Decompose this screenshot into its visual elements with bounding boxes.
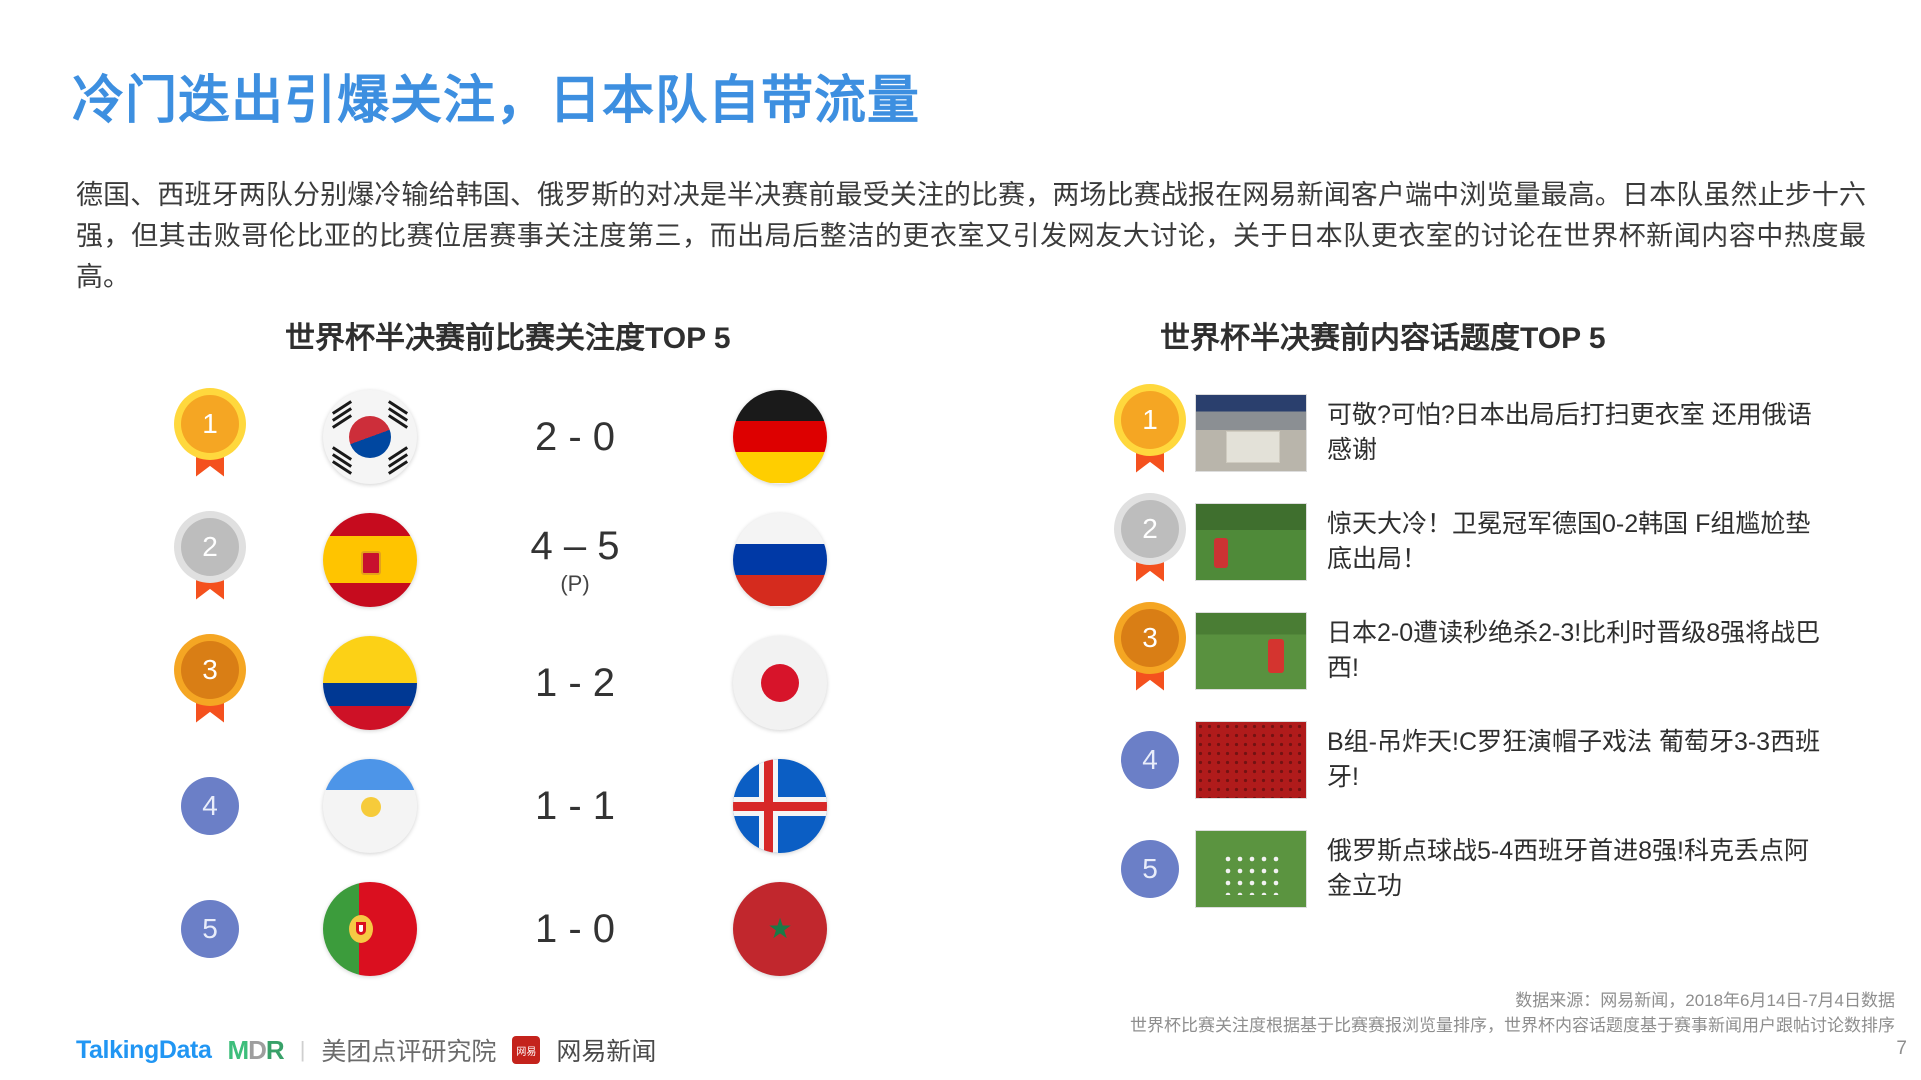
match-rank: 5 <box>150 899 270 958</box>
match-score: 4 – 5 (P) <box>470 523 680 596</box>
table-row: 5 1 - 0 ★ <box>150 867 910 990</box>
medal-number: 1 <box>1121 390 1179 449</box>
topic-rank: 1 <box>1105 390 1195 475</box>
logo-bar: TalkingData MDR | 美团点评研究院 网易 网易新闻 <box>76 1032 656 1068</box>
away-team <box>680 758 880 853</box>
flag-icon-pt <box>323 881 417 976</box>
topic-headline: 俄罗斯点球战5-4西班牙首进8强!科克丢点阿金立功 <box>1327 836 1809 900</box>
away-team: ★ <box>680 881 880 976</box>
flag-icon-is <box>733 758 827 853</box>
score-note: (P) <box>560 570 590 596</box>
home-team <box>270 512 470 607</box>
rank-badge-5: 5 <box>181 899 239 958</box>
list-item[interactable]: 1 可敬?可怕?日本出局后打扫更衣室 还用俄语感谢 <box>1105 378 1905 487</box>
table-row: 2 4 – 5 (P) <box>150 498 910 621</box>
meituan-research-logo: 美团点评研究院 <box>321 1038 497 1066</box>
match-score: 1 - 1 <box>534 783 616 828</box>
left-section-heading: 世界杯半决赛前比赛关注度TOP 5 <box>285 322 731 355</box>
rank-badge-3: 3 <box>181 640 239 725</box>
home-team <box>270 635 470 730</box>
source-line-1: 数据来源：网易新闻，2018年6月14日-7月4日数据 <box>1515 991 1895 1010</box>
topic-headline: 可敬?可怕?日本出局后打扫更衣室 还用俄语感谢 <box>1327 400 1812 464</box>
talkingdata-logo: TalkingData <box>76 1035 212 1064</box>
flag-icon-es <box>323 512 417 607</box>
match-ranking-list: 1 2 - 0 2 4 – 5 (P) 3 1 - 2 4 1 - 1 5 1 - 0 ★ <box>150 375 910 990</box>
match-score: 1 - 2 <box>534 660 616 705</box>
topic-rank: 2 <box>1105 499 1195 584</box>
flag-icon-ru <box>733 512 827 607</box>
page-number: 7 <box>1896 1038 1907 1059</box>
medal-number: 2 <box>181 517 239 576</box>
medal-number: 3 <box>1121 608 1179 667</box>
summary-paragraph: 德国、西班牙两队分别爆冷输给韩国、俄罗斯的对决是半决赛前最受关注的比赛，两场比赛… <box>76 180 1866 292</box>
flag-icon-jp <box>733 635 827 730</box>
topic-rank-badge-3: 3 <box>1121 608 1179 693</box>
table-row: 3 1 - 2 <box>150 621 910 744</box>
rank-badge-2: 2 <box>181 517 239 602</box>
flag-icon-kr <box>323 389 417 484</box>
logo-divider: | <box>299 1037 306 1062</box>
medal-number: 2 <box>1121 499 1179 558</box>
away-team <box>680 512 880 607</box>
topic-thumbnail <box>1195 829 1307 908</box>
home-team <box>270 389 470 484</box>
flag-icon-co <box>323 635 417 730</box>
topic-rank-badge-2: 2 <box>1121 499 1179 584</box>
rank-badge-1: 1 <box>181 394 239 479</box>
match-rank: 2 <box>150 517 270 602</box>
table-row: 1 2 - 0 <box>150 375 910 498</box>
home-team <box>270 758 470 853</box>
match-rank: 3 <box>150 640 270 725</box>
medal-number: 1 <box>181 394 239 453</box>
topic-rank-badge-1: 1 <box>1121 390 1179 475</box>
medal-number: 3 <box>181 640 239 699</box>
topic-headline: B组-吊炸天!C罗狂演帽子戏法 葡萄牙3-3西班牙! <box>1327 727 1821 791</box>
topic-thumbnail <box>1195 720 1307 799</box>
source-note: 数据来源：网易新闻，2018年6月14日-7月4日数据 世界杯比赛关注度根据基于… <box>1130 988 1895 1038</box>
flag-icon-ma: ★ <box>733 881 827 976</box>
topic-rank-badge-4: 4 <box>1121 730 1179 789</box>
away-team <box>680 635 880 730</box>
list-item[interactable]: 5 俄罗斯点球战5-4西班牙首进8强!科克丢点阿金立功 <box>1105 814 1905 923</box>
list-item[interactable]: 3 日本2-0遭读秒绝杀2-3!比利时晋级8强将战巴西! <box>1105 596 1905 705</box>
home-team <box>270 881 470 976</box>
match-score: 2 - 0 <box>534 414 616 459</box>
right-section-heading: 世界杯半决赛前内容话题度TOP 5 <box>1160 322 1606 355</box>
list-item[interactable]: 4 B组-吊炸天!C罗狂演帽子戏法 葡萄牙3-3西班牙! <box>1105 705 1905 814</box>
topic-rank: 3 <box>1105 608 1195 693</box>
match-rank: 1 <box>150 394 270 479</box>
away-team <box>680 389 880 484</box>
topic-thumbnail <box>1195 502 1307 581</box>
topic-thumbnail <box>1195 393 1307 472</box>
topic-rank: 5 <box>1105 839 1195 898</box>
table-row: 4 1 - 1 <box>150 744 910 867</box>
list-item[interactable]: 2 惊天大冷！卫冕冠军德国0-2韩国 F组尴尬垫底出局！ <box>1105 487 1905 596</box>
netease-news-logo: 网易新闻 <box>556 1038 657 1066</box>
page-title: 冷门迭出引爆关注，日本队自带流量 <box>72 72 921 130</box>
flag-icon-ar <box>323 758 417 853</box>
match-score: 1 - 0 <box>534 906 616 951</box>
topic-rank: 4 <box>1105 730 1195 789</box>
source-line-2: 世界杯比赛关注度根据基于比赛赛报浏览量排序，世界杯内容话题度基于赛事新闻用户跟帖… <box>1130 1016 1895 1035</box>
topic-headline: 惊天大冷！卫冕冠军德国0-2韩国 F组尴尬垫底出局！ <box>1327 509 1811 573</box>
mdr-logo: MDR <box>227 1034 284 1065</box>
topic-headline: 日本2-0遭读秒绝杀2-3!比利时晋级8强将战巴西! <box>1327 618 1821 682</box>
netease-mark-icon: 网易 <box>512 1036 541 1064</box>
match-rank: 4 <box>150 776 270 835</box>
flag-icon-de <box>733 389 827 484</box>
topic-thumbnail <box>1195 611 1307 690</box>
topic-ranking-list: 1 可敬?可怕?日本出局后打扫更衣室 还用俄语感谢 2 惊天大冷！卫冕冠军德国0-2韩… <box>1105 378 1905 923</box>
rank-badge-4: 4 <box>181 776 239 835</box>
topic-rank-badge-5: 5 <box>1121 839 1179 898</box>
